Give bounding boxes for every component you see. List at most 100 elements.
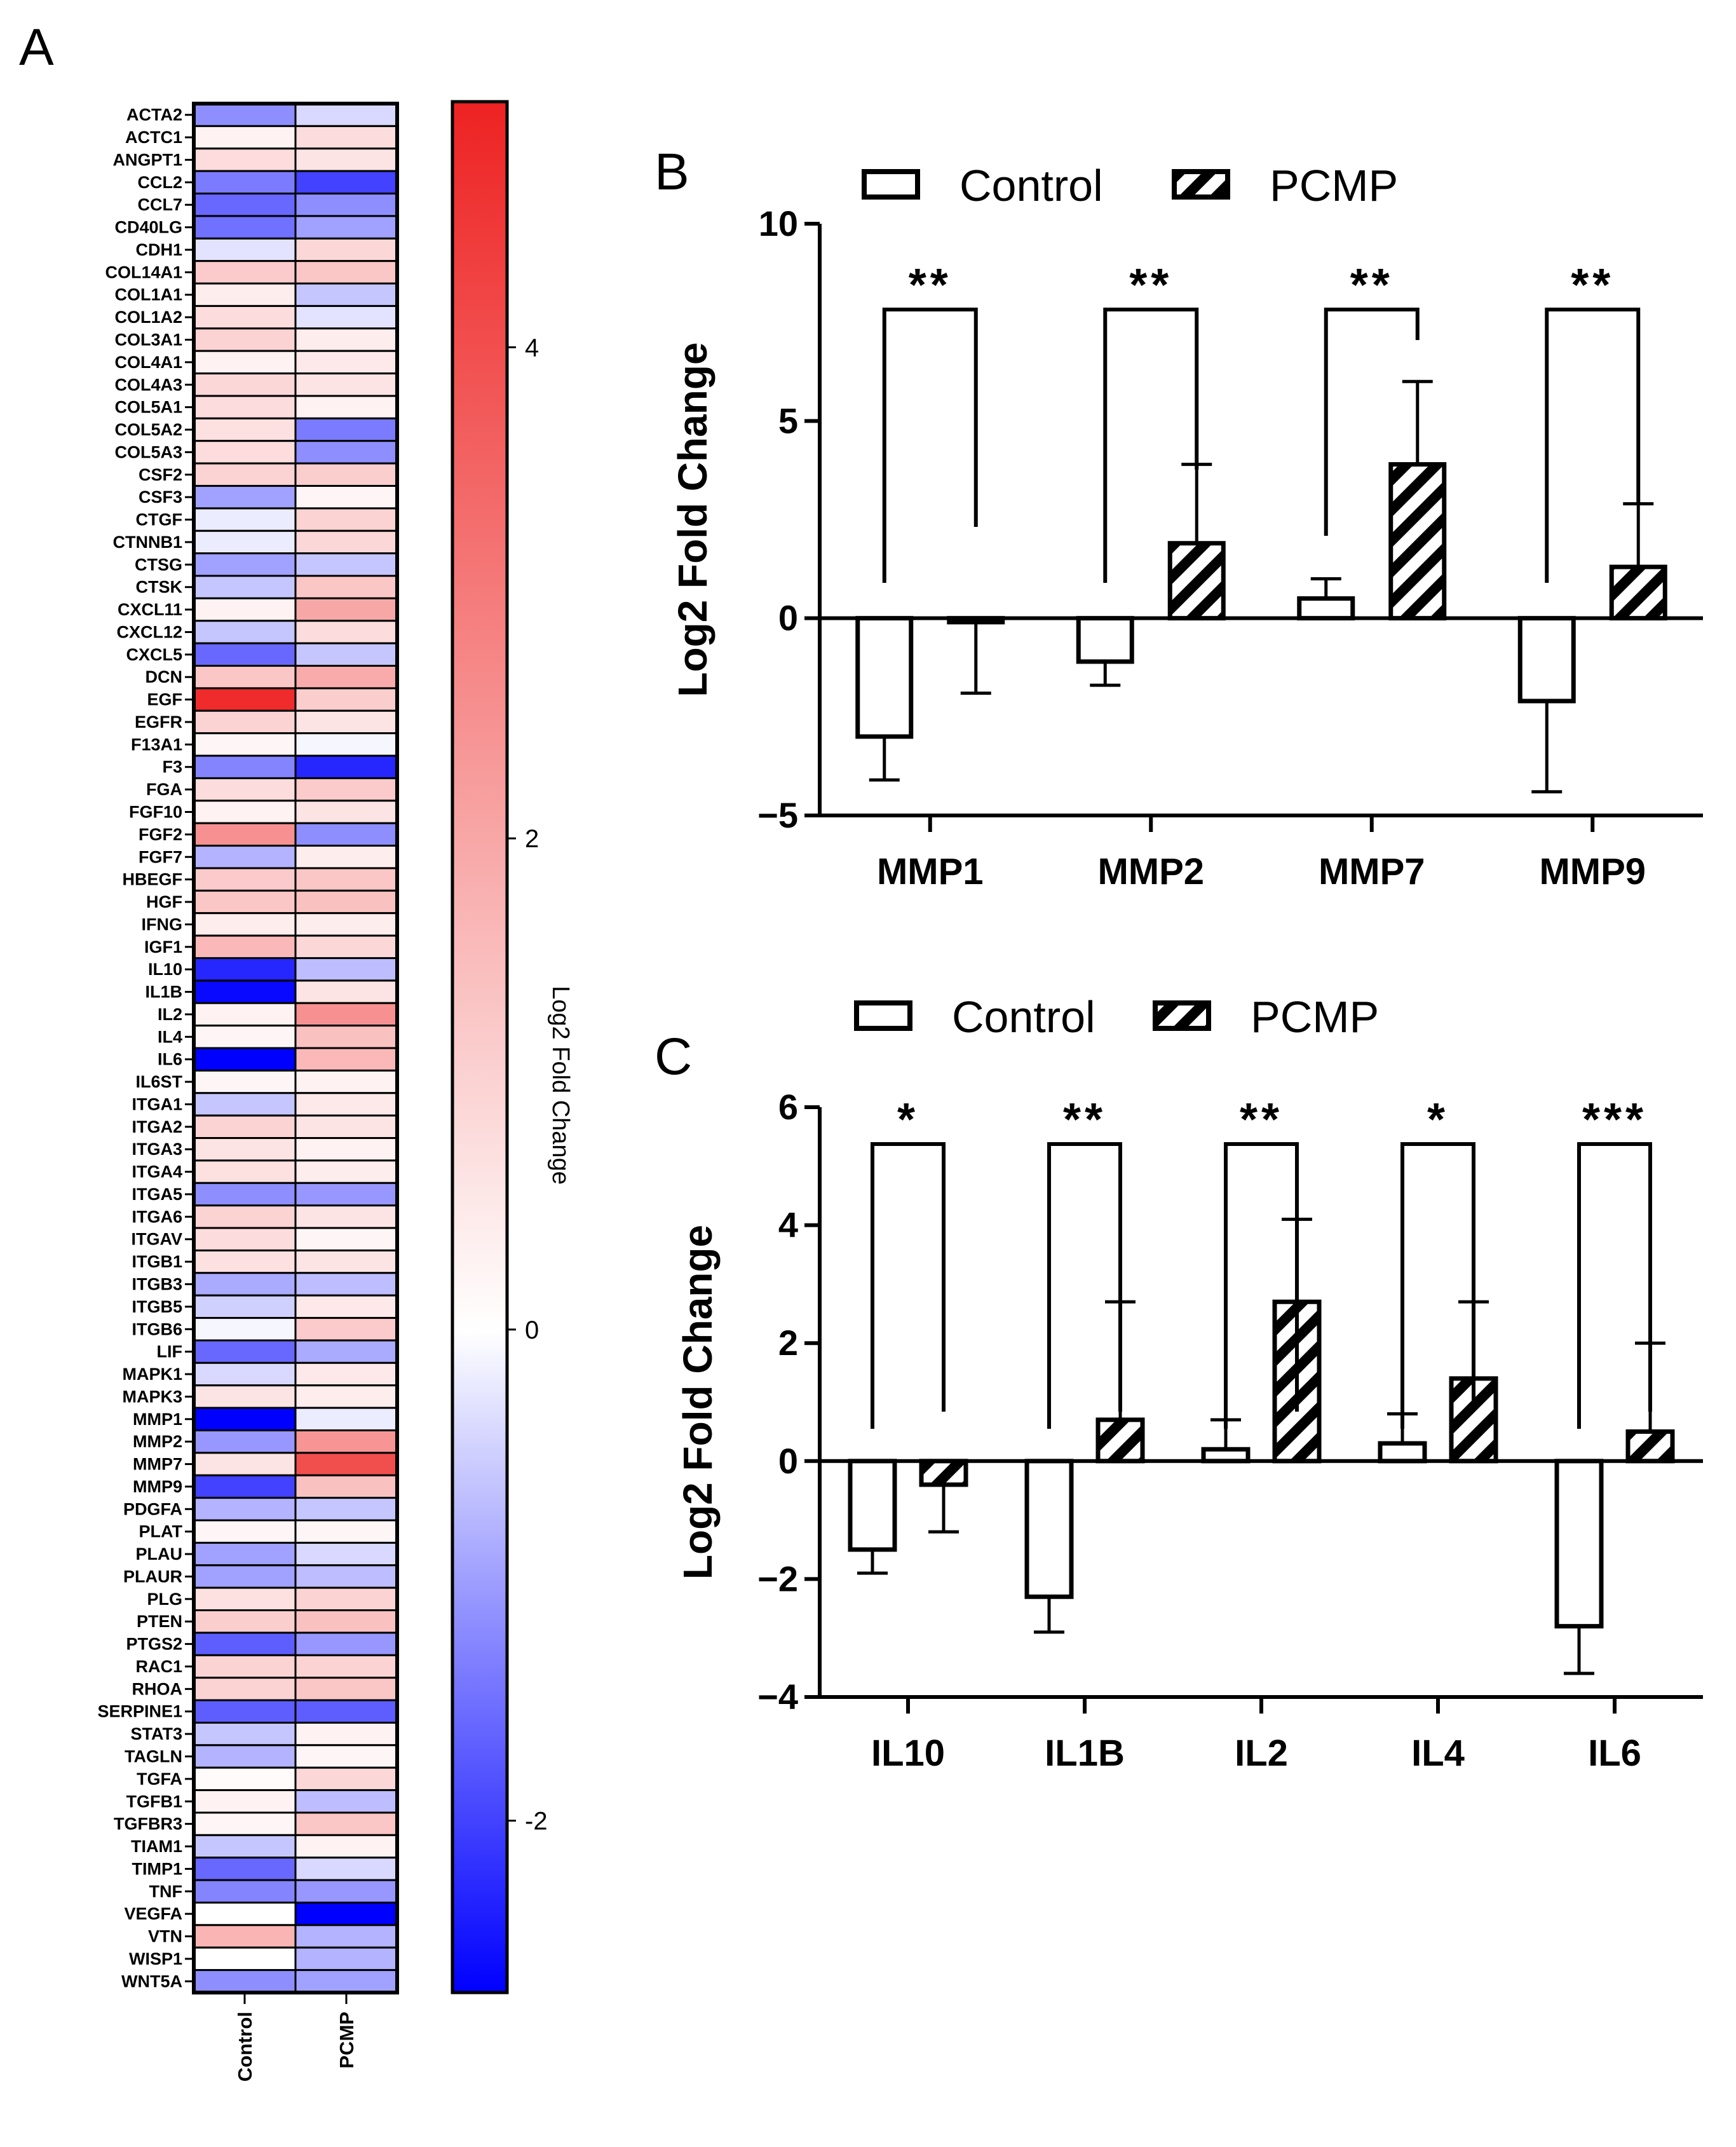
heatmap-cell-vtn-control	[193, 1924, 297, 1949]
bar-control-mmp9	[1517, 616, 1576, 704]
bar-control-il2	[1201, 1447, 1251, 1464]
significance-stars-il6: ***	[1582, 1094, 1647, 1145]
heatmap-cell-dcn-pcmp	[294, 665, 398, 690]
significance-stars-il4: *	[1427, 1094, 1449, 1145]
heatmap-cell-ctgf-pcmp	[294, 507, 398, 532]
gene-label: PDGFA	[123, 1499, 182, 1518]
gene-label: IL2	[158, 1005, 182, 1024]
gene-label: CSF2	[139, 465, 182, 484]
gene-label: COL5A2	[114, 420, 182, 439]
gene-label: FGF10	[129, 803, 182, 822]
gene-label: ITGA6	[132, 1207, 182, 1226]
gene-label: ACTA2	[126, 106, 182, 125]
heatmap-cell-mapk1-control	[193, 1361, 297, 1387]
heatmap-cell-egf-pcmp	[294, 687, 398, 712]
heatmap-cell-csf2-control	[193, 462, 297, 487]
gene-label: TIAM1	[131, 1837, 182, 1856]
gene-label: IGF1	[144, 937, 182, 957]
heatmap-cell-cxcl11-pcmp	[294, 597, 398, 622]
y-tick-label: −5	[757, 795, 798, 835]
heatmap-cell-rhoa-control	[193, 1677, 297, 1701]
gene-label: COL3A1	[114, 331, 182, 350]
heatmap-cell-col5a1-control	[193, 395, 297, 419]
gene-label: MMP7	[133, 1455, 182, 1474]
heatmap-cell-col3a1-control	[193, 327, 297, 352]
heatmap-cell-rac1-pcmp	[294, 1654, 398, 1679]
heatmap-cell-rhoa-pcmp	[294, 1677, 398, 1701]
gene-label: COL5A1	[114, 398, 182, 417]
gene-label: RAC1	[135, 1657, 182, 1676]
gene-label: IFNG	[142, 915, 183, 934]
heatmap-cell-fgf10-control	[193, 800, 297, 824]
heatmap-cell-fgf7-pcmp	[294, 845, 398, 869]
heatmap-cell-itga4-pcmp	[294, 1159, 398, 1184]
gene-label: F13A1	[131, 735, 182, 754]
heatmap-cell-hgf-pcmp	[294, 889, 398, 915]
heatmap-cell-dcn-control	[193, 665, 297, 690]
gene-label: COL1A1	[114, 285, 182, 304]
heatmap-cell-il4-control	[193, 1025, 297, 1049]
heatmap-cell-itga1-pcmp	[294, 1092, 398, 1117]
heatmap-cell-plau-control	[193, 1541, 297, 1567]
heatmap-cell-ccl7-pcmp	[294, 193, 398, 217]
significance-stars-mmp7: **	[1350, 260, 1394, 311]
gene-label: STAT3	[130, 1724, 182, 1743]
heatmap-cell-ctsg-control	[193, 552, 297, 577]
heatmap-cell-wisp1-pcmp	[294, 1946, 398, 1972]
significance-bracket-il1b	[1047, 1142, 1122, 1429]
bar-control-il1b	[1024, 1459, 1074, 1599]
gene-label: CDH1	[135, 240, 182, 259]
heatmap-cell-col1a2-pcmp	[294, 304, 398, 330]
heatmap-cell-pdgfa-pcmp	[294, 1497, 398, 1522]
heatmap-cell-tgfbr3-pcmp	[294, 1811, 398, 1836]
bar-control-il10	[848, 1459, 897, 1552]
gene-label: CCL2	[137, 173, 182, 192]
colorbar-tick-label: 2	[525, 825, 539, 853]
heatmap-cell-mmp2-pcmp	[294, 1429, 398, 1454]
heatmap-cell-col5a2-control	[193, 417, 297, 442]
heatmap-cell-rac1-control	[193, 1654, 297, 1679]
bar-pcmp-mmp1	[947, 616, 1005, 625]
heatmap-cell-col4a1-pcmp	[294, 350, 398, 375]
heatmap-cell-tagln-control	[193, 1744, 297, 1769]
heatmap-cell-ctsk-pcmp	[294, 575, 398, 599]
heatmap-cell-col1a1-pcmp	[294, 282, 398, 307]
gene-label: COL1A2	[114, 308, 182, 327]
heatmap-cell-fga-control	[193, 777, 297, 802]
heatmap-cell-itgb3-control	[193, 1272, 297, 1297]
heatmap-cell-plau-pcmp	[294, 1541, 398, 1567]
heatmap-cell-il6st-control	[193, 1069, 297, 1094]
heatmap-cell-mapk3-pcmp	[294, 1384, 398, 1409]
gene-label: COL4A3	[114, 375, 182, 394]
heatmap-cell-itga3-control	[193, 1137, 297, 1162]
gene-label: F3	[162, 758, 182, 777]
heatmap: ACTA2 ACTC1 ANGPT1 CCL2 CCL7 CD40LG CDH1 COL14A…	[97, 102, 399, 2082]
significance-bracket-il2	[1224, 1142, 1299, 1429]
significance-stars-mmp2: **	[1129, 260, 1172, 311]
gene-label: CCL7	[137, 195, 182, 214]
heatmap-cell-timp1-control	[193, 1857, 297, 1881]
heatmap-cell-ctsg-pcmp	[294, 552, 398, 577]
heatmap-cell-itgav-control	[193, 1227, 297, 1251]
heatmap-cell-ifng-control	[193, 912, 297, 937]
significance-bracket-il10	[871, 1142, 946, 1429]
heatmap-cell-pdgfa-control	[193, 1497, 297, 1522]
heatmap-cell-tgfa-control	[193, 1766, 297, 1792]
bar-chart-interleukins: Log2 Fold Change Control PCMP 6 4 2 0 −2 −4 IL10…	[675, 992, 1703, 1774]
y-tick-label: 10	[759, 203, 798, 243]
gene-label: ITGA5	[132, 1185, 182, 1204]
gene-label: COL4A1	[114, 353, 182, 372]
heatmap-cell-ccl2-pcmp	[294, 170, 398, 195]
heatmap-cell-hbegf-pcmp	[294, 867, 398, 892]
category-label-mmp7: MMP7	[1319, 851, 1425, 892]
gene-label: CTSK	[136, 578, 183, 597]
significance-bracket-mmp2	[1103, 308, 1199, 583]
gene-label: CD40LG	[114, 218, 182, 237]
heatmap-cell-cdh1-pcmp	[294, 237, 398, 262]
heatmap-cell-fga-pcmp	[294, 777, 398, 802]
bar-pcmp-il1b	[1095, 1417, 1145, 1464]
heatmap-cell-tgfa-pcmp	[294, 1766, 398, 1792]
heatmap-cell-igf1-pcmp	[294, 934, 398, 959]
heatmap-cell-ccl7-control	[193, 193, 297, 217]
heatmap-cell-ctgf-control	[193, 507, 297, 532]
